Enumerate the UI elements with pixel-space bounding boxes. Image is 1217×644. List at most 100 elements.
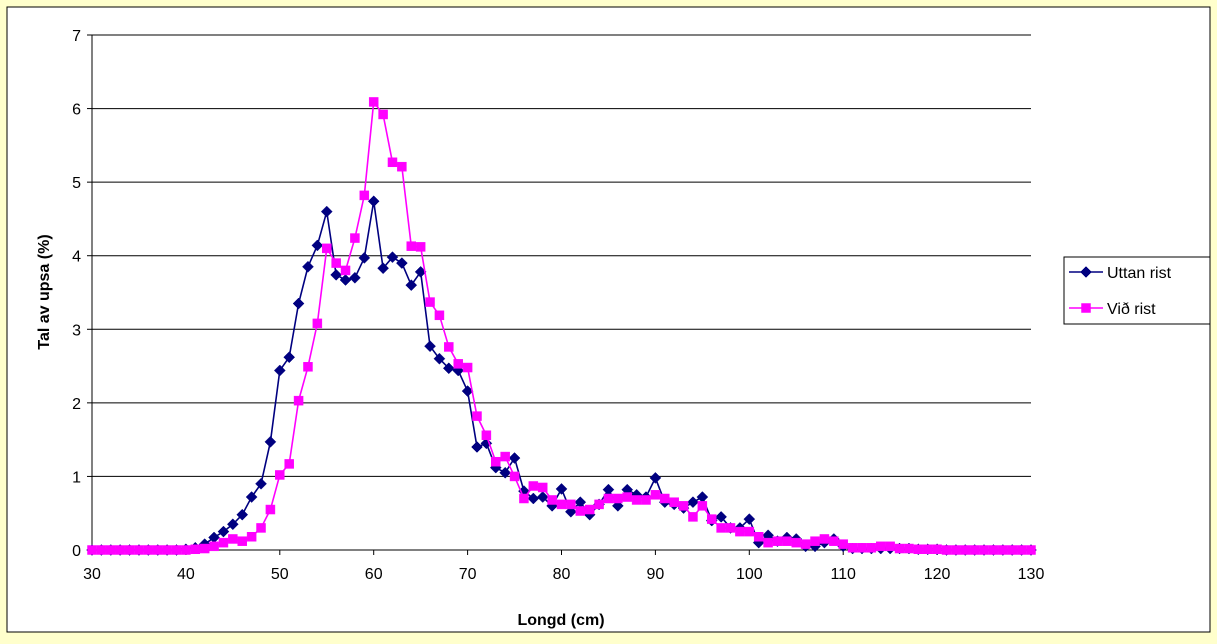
data-point — [866, 543, 877, 553]
y-tick-label: 3 — [72, 322, 81, 339]
data-point — [998, 545, 1008, 555]
data-point — [406, 241, 417, 251]
data-point — [350, 233, 360, 243]
data-point — [500, 451, 510, 462]
x-tick-labels: 30 40 50 60 70 80 90 100 110 120 130 — [83, 566, 1044, 583]
x-tick-label: 120 — [924, 566, 951, 583]
x-tick-label: 70 — [459, 566, 477, 583]
data-point — [293, 395, 304, 406]
data-point — [829, 536, 839, 546]
data-point — [367, 195, 380, 208]
data-point — [932, 544, 942, 555]
data-point — [650, 490, 661, 500]
data-point — [960, 545, 971, 555]
data-point — [678, 501, 689, 511]
data-point — [480, 437, 493, 450]
data-point — [979, 545, 989, 555]
chart-area — [6, 6, 1211, 633]
y-tick-labels: 0 1 2 3 4 5 6 7 — [72, 28, 81, 560]
data-point — [359, 190, 370, 201]
data-point — [442, 362, 455, 375]
data-point — [349, 271, 361, 284]
data-point — [688, 512, 698, 522]
data-point — [312, 318, 323, 329]
data-point — [566, 499, 576, 510]
data-point — [171, 545, 182, 555]
y-tick-label: 2 — [72, 396, 81, 413]
data-point — [988, 545, 999, 555]
data-point — [322, 243, 332, 254]
data-point — [96, 545, 107, 555]
data-point — [669, 497, 679, 507]
data-point — [237, 536, 247, 546]
x-tick-label: 80 — [553, 566, 571, 583]
data-point — [838, 539, 848, 549]
data-point — [434, 310, 445, 321]
data-point — [763, 537, 773, 548]
data-point — [472, 411, 482, 421]
data-point — [913, 544, 924, 555]
data-point — [885, 541, 895, 552]
data-point — [715, 511, 727, 523]
gridlines — [92, 34, 1031, 477]
x-tick-label: 90 — [647, 566, 665, 583]
data-point — [735, 526, 745, 537]
data-point — [969, 545, 980, 555]
legend-marker — [1080, 266, 1092, 278]
data-point — [687, 496, 699, 509]
data-point — [275, 470, 285, 480]
data-point — [481, 430, 492, 440]
data-point — [716, 523, 726, 533]
data-point — [143, 545, 154, 555]
data-point — [453, 359, 463, 369]
data-point — [743, 513, 756, 525]
y-tick-label: 0 — [72, 543, 81, 560]
data-point — [424, 340, 436, 353]
data-point — [396, 257, 408, 269]
data-point — [876, 541, 886, 552]
x-tick-label: 40 — [177, 566, 195, 583]
data-point — [273, 364, 286, 377]
data-point — [922, 544, 933, 555]
legend: Uttan rist Við rist — [1063, 256, 1211, 325]
data-point — [218, 537, 229, 548]
x-tick-label: 100 — [736, 566, 763, 583]
series-2 — [87, 97, 1036, 555]
data-point — [772, 536, 783, 546]
data-point — [162, 545, 172, 555]
data-point — [706, 514, 717, 524]
data-point — [744, 526, 755, 537]
data-point — [377, 262, 389, 275]
data-point — [491, 456, 501, 467]
x-tick-label: 30 — [83, 566, 101, 583]
data-point — [386, 251, 399, 264]
y-tick-label: 1 — [72, 469, 81, 486]
data-point — [217, 525, 230, 538]
data-point — [378, 109, 388, 120]
data-point — [649, 472, 662, 484]
data-point — [302, 260, 314, 273]
data-point — [330, 268, 342, 281]
data-point — [951, 545, 961, 555]
data-point — [753, 532, 764, 542]
data-point — [575, 506, 586, 516]
data-point — [810, 536, 820, 546]
data-point — [181, 545, 191, 555]
legend-label: Uttan rist — [1107, 265, 1172, 282]
y-tick-label: 4 — [72, 249, 81, 266]
x-tick-label: 110 — [830, 566, 856, 583]
y-tick-label: 5 — [72, 175, 81, 192]
data-point — [87, 545, 97, 555]
data-point — [528, 481, 539, 491]
data-point — [584, 504, 595, 515]
data-point — [499, 466, 512, 479]
y-axis-label: Tal av upsa (%) — [36, 234, 53, 349]
data-point — [124, 545, 135, 555]
data-point — [603, 493, 614, 504]
data-point — [1007, 545, 1017, 555]
x-axis-label: Longd (cm) — [517, 612, 604, 629]
data-point — [284, 459, 294, 469]
data-point — [246, 532, 257, 542]
data-point — [397, 161, 407, 172]
data-point — [782, 536, 792, 546]
